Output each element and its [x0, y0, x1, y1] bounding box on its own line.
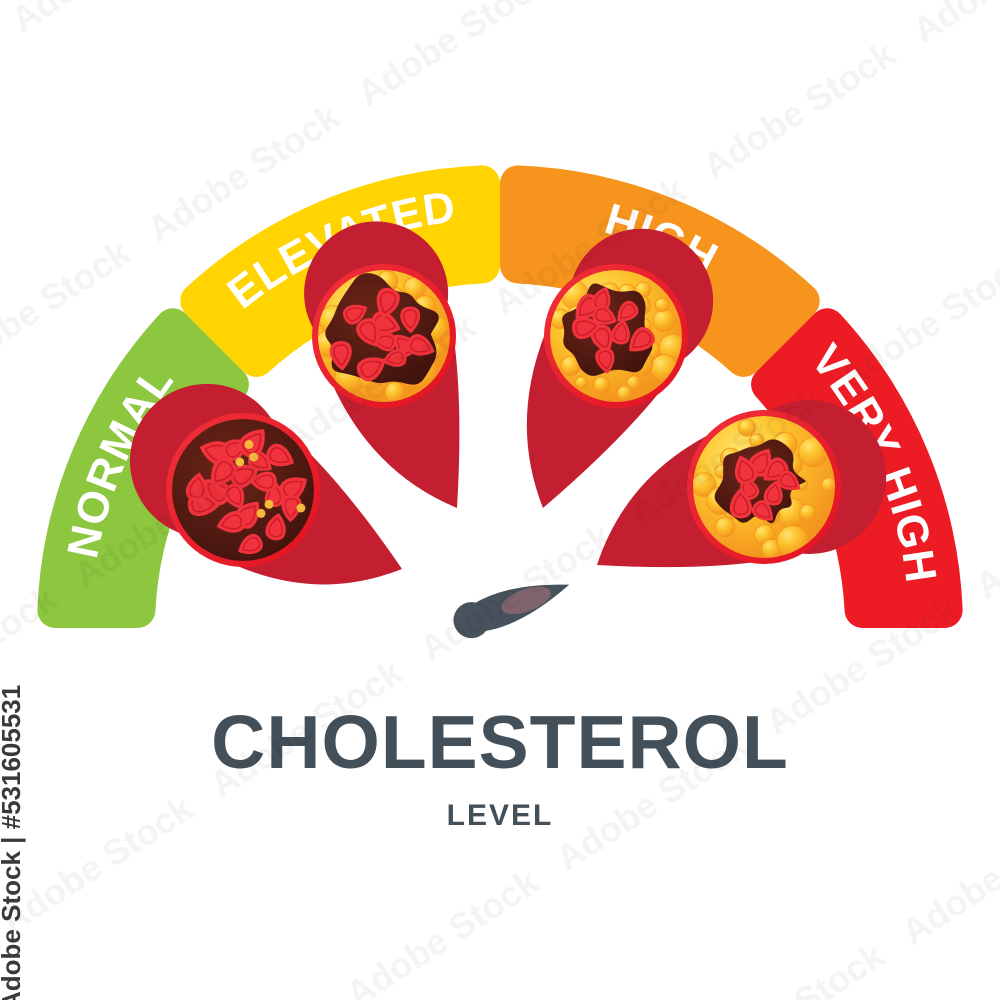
svg-text:Adobe Stock | #531605531: Adobe Stock | #531605531 — [0, 685, 26, 1000]
